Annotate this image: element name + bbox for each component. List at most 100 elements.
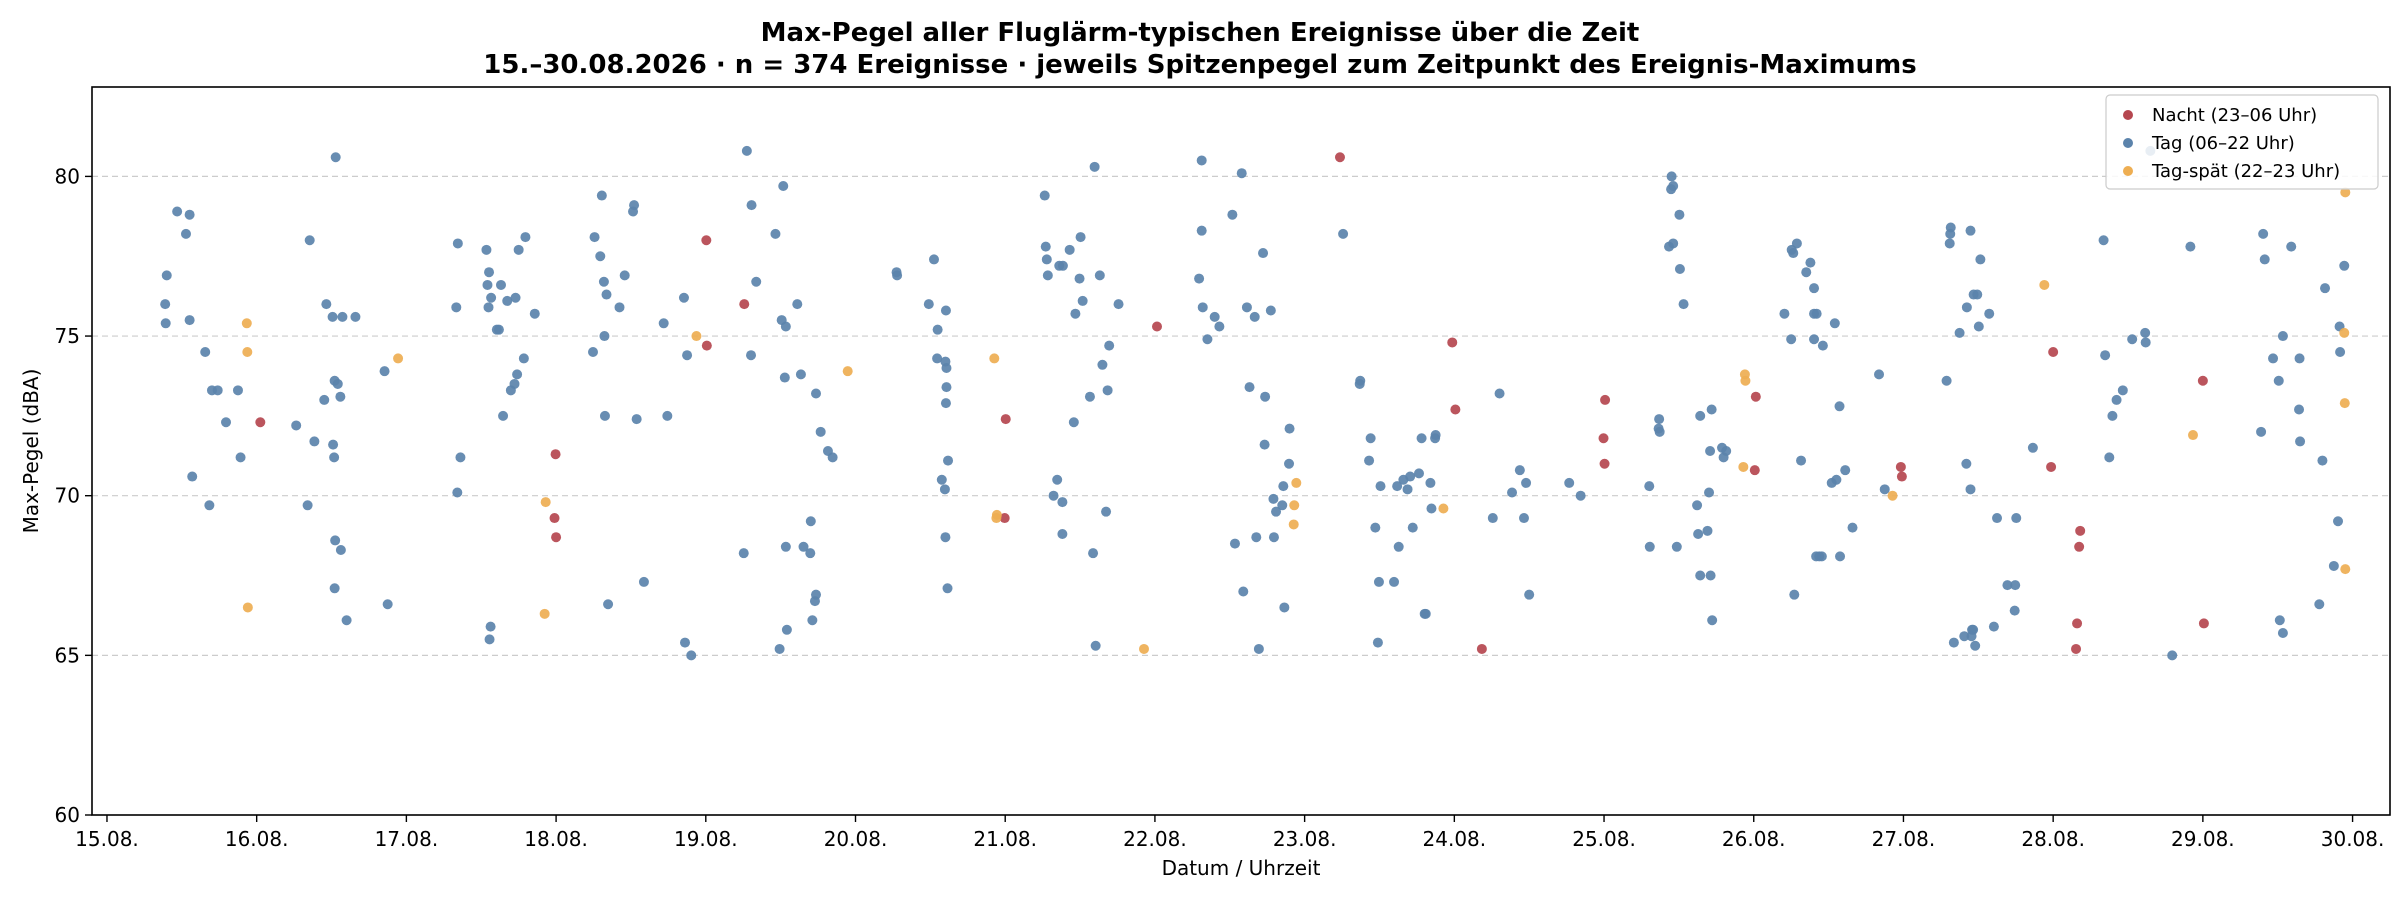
data-point-series-2 xyxy=(1654,426,1665,437)
x-tick-label: 22.08. xyxy=(1123,827,1187,851)
data-point-series-2 xyxy=(2328,560,2339,571)
data-point-series-2 xyxy=(1268,532,1279,543)
x-tick-label: 24.08. xyxy=(1423,827,1487,851)
data-point-series-2 xyxy=(1196,225,1207,236)
data-point-series-2 xyxy=(184,209,195,220)
data-point-series-2 xyxy=(513,244,524,255)
data-point-series-2 xyxy=(172,206,183,217)
data-point-series-2 xyxy=(781,624,792,635)
data-point-series-2 xyxy=(1654,414,1665,425)
data-point-series-2 xyxy=(1238,586,1249,597)
data-point-series-1 xyxy=(549,513,560,524)
data-point-series-2 xyxy=(587,347,598,358)
data-point-series-2 xyxy=(1948,637,1959,648)
data-point-series-2 xyxy=(1364,455,1375,466)
data-point-series-2 xyxy=(631,414,642,425)
data-point-series-1 xyxy=(2075,525,2086,536)
data-point-series-2 xyxy=(2167,650,2178,661)
data-point-series-2 xyxy=(1988,621,1999,632)
data-point-series-2 xyxy=(1487,513,1498,524)
x-tick-label: 28.08. xyxy=(2021,827,2085,851)
data-point-series-2 xyxy=(939,484,950,495)
data-point-series-2 xyxy=(1507,487,1518,498)
data-point-series-2 xyxy=(1514,465,1525,476)
y-tick-label: 75 xyxy=(55,324,80,348)
data-point-series-2 xyxy=(599,410,610,421)
x-tick-label: 30.08. xyxy=(2321,827,2385,851)
data-point-series-2 xyxy=(330,152,341,163)
data-point-series-1 xyxy=(2046,461,2057,472)
data-point-series-2 xyxy=(1704,487,1715,498)
data-point-series-2 xyxy=(1847,522,1858,533)
data-point-series-2 xyxy=(662,410,673,421)
data-point-series-2 xyxy=(1048,490,1059,501)
data-point-series-2 xyxy=(1524,589,1535,600)
data-point-series-2 xyxy=(1041,254,1052,265)
data-point-series-2 xyxy=(1959,631,1970,642)
data-point-series-2 xyxy=(2127,334,2138,345)
data-point-series-2 xyxy=(1413,468,1424,479)
data-point-series-1 xyxy=(739,299,750,310)
data-point-series-2 xyxy=(321,299,332,310)
data-point-series-2 xyxy=(940,305,951,316)
x-tick-label: 26.08. xyxy=(1722,827,1786,851)
data-point-series-2 xyxy=(1278,481,1289,492)
data-point-series-2 xyxy=(1284,458,1295,469)
data-point-series-2 xyxy=(1259,439,1270,450)
data-point-series-2 xyxy=(619,270,630,281)
data-point-series-2 xyxy=(160,299,171,310)
data-point-series-2 xyxy=(1879,484,1890,495)
data-point-series-2 xyxy=(1279,602,1290,613)
data-point-series-2 xyxy=(810,388,821,399)
data-point-series-2 xyxy=(510,292,521,303)
data-point-series-2 xyxy=(1706,404,1717,415)
data-point-series-2 xyxy=(1253,643,1264,654)
data-point-series-2 xyxy=(1227,209,1238,220)
x-axis-ticks: 15.08. 16.08. 17.08. 18.08. 19.08. 20.08. 21.0… xyxy=(75,815,2384,851)
data-point-series-2 xyxy=(603,599,614,610)
data-point-series-2 xyxy=(486,292,497,303)
data-point-series-2 xyxy=(1365,433,1376,444)
data-point-series-2 xyxy=(1090,640,1101,651)
x-tick-label: 20.08. xyxy=(824,827,888,851)
data-point-series-1 xyxy=(2197,375,2208,386)
x-tick-label: 21.08. xyxy=(973,827,1037,851)
data-point-series-2 xyxy=(498,410,509,421)
data-point-series-2 xyxy=(2294,404,2305,415)
data-point-series-2 xyxy=(2100,350,2111,361)
data-point-series-1 xyxy=(1896,471,1907,482)
data-point-series-2 xyxy=(682,350,693,361)
data-point-series-2 xyxy=(807,615,818,626)
data-point-series-3 xyxy=(1738,461,1749,472)
data-point-series-2 xyxy=(779,372,790,383)
legend-label: Tag-spät (22–23 Uhr) xyxy=(2151,161,2340,182)
legend-label: Nacht (23–06 Uhr) xyxy=(2152,105,2317,126)
legend-marker xyxy=(2123,110,2133,120)
data-point-series-2 xyxy=(319,394,330,405)
data-point-series-2 xyxy=(2314,599,2325,610)
data-point-series-2 xyxy=(1101,506,1112,517)
data-point-series-2 xyxy=(335,391,346,402)
data-point-series-2 xyxy=(1718,452,1729,463)
data-point-series-2 xyxy=(1809,334,1820,345)
data-point-series-2 xyxy=(1194,273,1205,284)
data-point-series-3 xyxy=(2340,564,2351,575)
data-point-series-2 xyxy=(2335,347,2346,358)
data-point-series-2 xyxy=(1402,484,1413,495)
data-point-series-2 xyxy=(505,385,516,396)
data-point-series-2 xyxy=(221,417,232,428)
data-point-series-2 xyxy=(774,643,785,654)
data-point-series-2 xyxy=(2317,455,2328,466)
x-axis-label: Datum / Uhrzeit xyxy=(1162,856,1321,880)
data-point-series-2 xyxy=(1707,615,1718,626)
data-point-series-2 xyxy=(746,350,757,361)
data-point-series-2 xyxy=(940,532,951,543)
data-point-series-2 xyxy=(1805,257,1816,268)
data-point-series-2 xyxy=(1666,171,1677,182)
data-point-series-2 xyxy=(751,276,762,287)
data-point-series-2 xyxy=(2256,426,2267,437)
data-point-series-3 xyxy=(1288,519,1299,530)
data-point-series-2 xyxy=(200,347,211,358)
data-point-series-2 xyxy=(1692,500,1703,511)
data-point-series-2 xyxy=(2140,327,2151,338)
